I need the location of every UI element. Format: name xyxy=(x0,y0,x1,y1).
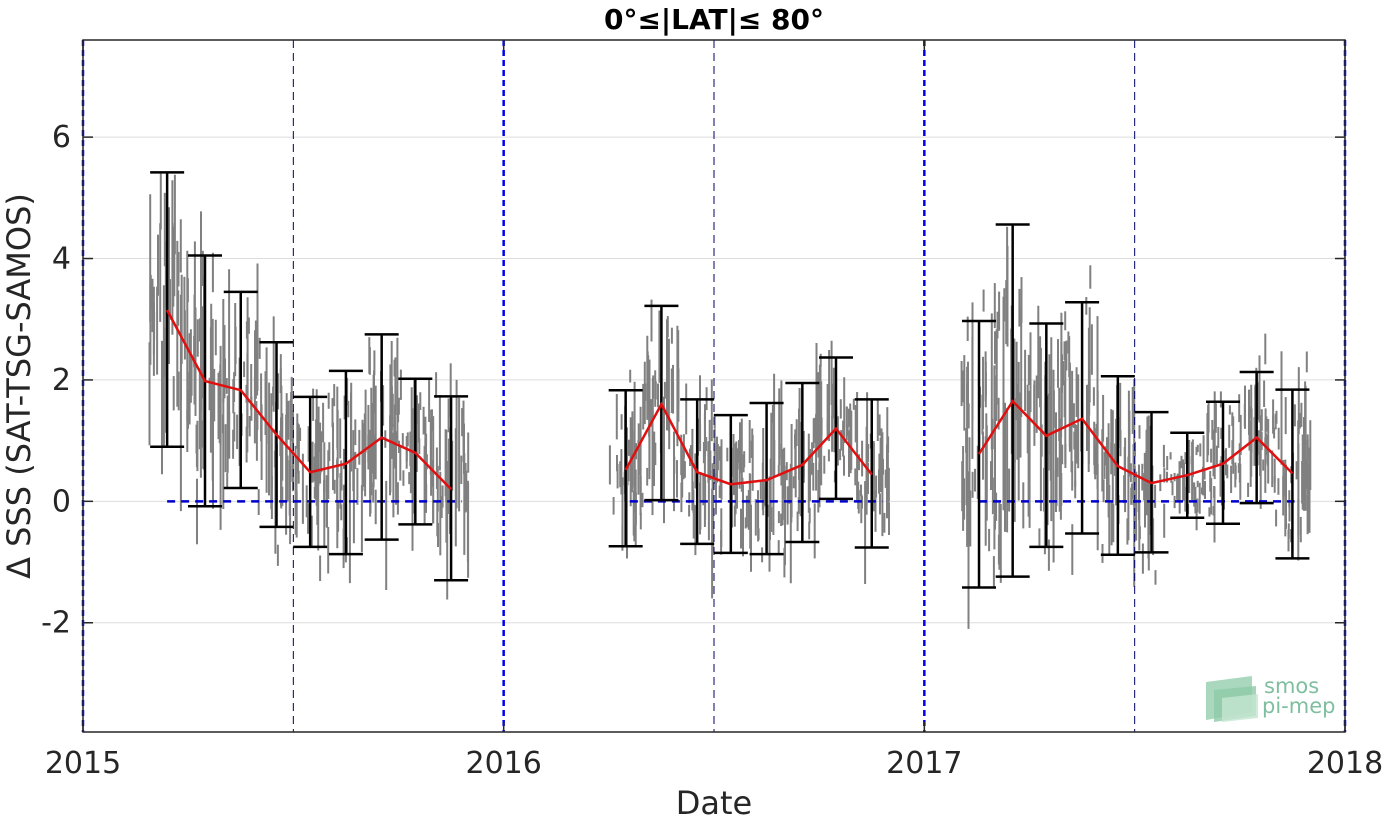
mean-line xyxy=(165,309,1294,491)
logo-wave-icon xyxy=(1206,676,1258,722)
y-tick-label: 6 xyxy=(52,120,71,155)
mean-line-segment xyxy=(165,309,452,491)
reference-lines xyxy=(81,40,1347,732)
y-tick-label: 0 xyxy=(52,484,71,519)
x-axis-label: Date xyxy=(676,784,752,818)
x-tick-label: 2016 xyxy=(465,746,541,781)
chart-title: 0°≤|LAT|≤ 80° xyxy=(604,3,824,36)
logo-text-line1: smos xyxy=(1264,674,1319,698)
x-tick-label: 2017 xyxy=(886,746,962,781)
y-tick-label: -2 xyxy=(41,606,71,641)
y-tick-label: 2 xyxy=(52,363,71,398)
mean-line-segment xyxy=(977,399,1294,485)
y-tick-label: 4 xyxy=(52,242,71,277)
scatter-points xyxy=(148,173,1312,629)
axis-ticks: 2015 2016 2017 2018 -2 0 2 4 6 xyxy=(41,40,1383,781)
x-tick-label: 2018 xyxy=(1307,746,1383,781)
smos-pi-mep-logo: smos pi-mep xyxy=(1206,674,1335,722)
plot-frame xyxy=(82,39,1346,733)
y-axis-label: Δ SSS (SAT-TSG-SAMOS) xyxy=(0,193,38,579)
logo-text-line2: pi-mep xyxy=(1262,694,1335,718)
x-tick-label: 2015 xyxy=(45,746,121,781)
mean-line-segment xyxy=(624,401,873,486)
